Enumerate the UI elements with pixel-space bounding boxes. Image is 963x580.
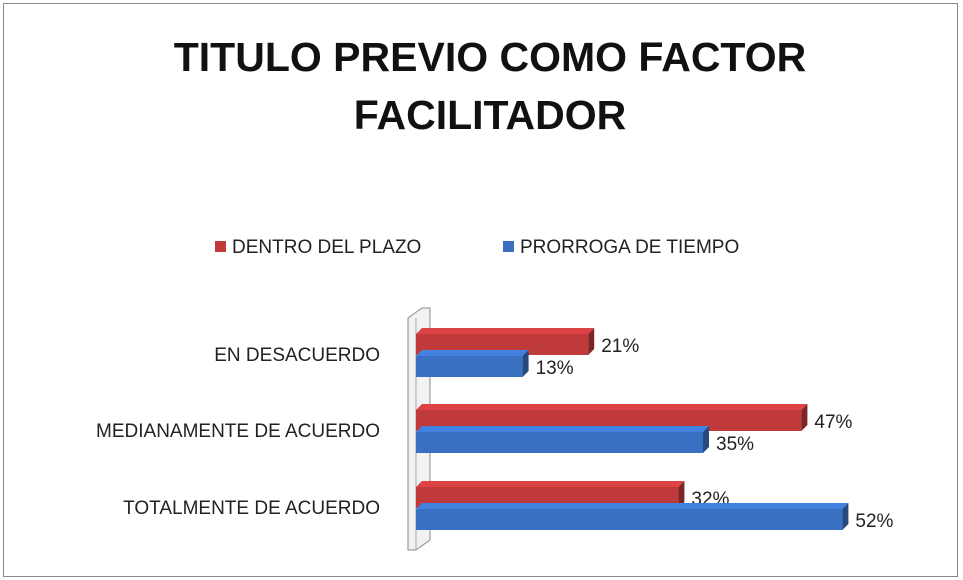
legend-label: PRORROGA DE TIEMPO [520, 237, 739, 258]
bar [416, 328, 595, 355]
legend-swatch [503, 241, 514, 252]
y-tick-label: MEDIANAMENTE DE ACUERDO [96, 421, 380, 442]
y-tick-label: TOTALMENTE DE ACUERDO [123, 498, 380, 519]
chart-title: TITULO PREVIO COMO FACTOR FACILITADOR [173, 34, 807, 138]
data-label: 13% [536, 358, 574, 379]
legend-swatch [215, 241, 226, 252]
data-label: 35% [716, 434, 754, 455]
bar [416, 404, 808, 431]
chart-frame [3, 3, 958, 577]
data-label: 21% [601, 336, 639, 357]
y-tick-label: EN DESACUERDO [214, 345, 380, 366]
bar [416, 481, 685, 508]
legend-label: DENTRO DEL PLAZO [232, 237, 421, 258]
bar [416, 350, 529, 377]
bar [416, 426, 709, 453]
data-label: 47% [814, 412, 852, 433]
bar [416, 503, 849, 530]
data-label: 52% [855, 511, 893, 532]
